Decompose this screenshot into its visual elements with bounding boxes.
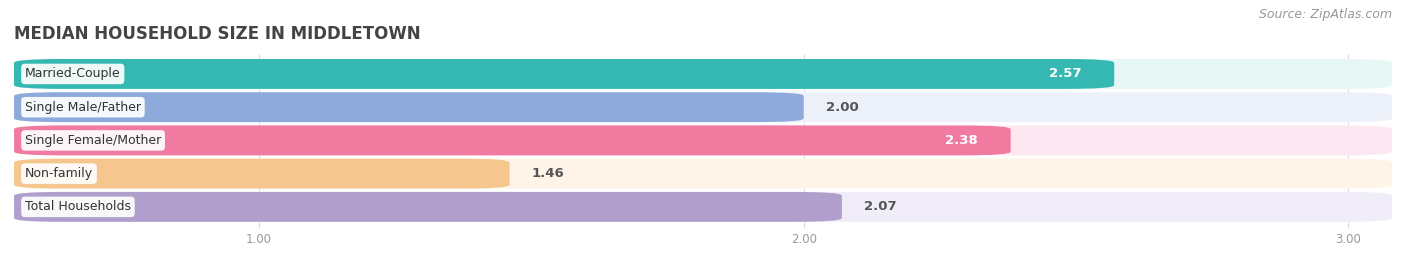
- Text: Single Female/Mother: Single Female/Mother: [25, 134, 162, 147]
- Text: 1.46: 1.46: [531, 167, 564, 180]
- FancyBboxPatch shape: [14, 192, 1392, 222]
- FancyBboxPatch shape: [14, 92, 1392, 122]
- Text: 2.07: 2.07: [863, 200, 896, 213]
- FancyBboxPatch shape: [14, 125, 1011, 155]
- FancyBboxPatch shape: [14, 192, 842, 222]
- Text: Single Male/Father: Single Male/Father: [25, 101, 141, 114]
- Text: 2.57: 2.57: [1049, 68, 1081, 80]
- FancyBboxPatch shape: [14, 92, 804, 122]
- Text: Total Households: Total Households: [25, 200, 131, 213]
- FancyBboxPatch shape: [14, 59, 1392, 89]
- Text: Source: ZipAtlas.com: Source: ZipAtlas.com: [1258, 8, 1392, 21]
- Text: Married-Couple: Married-Couple: [25, 68, 121, 80]
- Text: 2.38: 2.38: [945, 134, 979, 147]
- FancyBboxPatch shape: [14, 159, 1392, 189]
- Text: 2.00: 2.00: [825, 101, 858, 114]
- FancyBboxPatch shape: [14, 59, 1114, 89]
- FancyBboxPatch shape: [14, 125, 1392, 155]
- Text: Non-family: Non-family: [25, 167, 93, 180]
- Text: MEDIAN HOUSEHOLD SIZE IN MIDDLETOWN: MEDIAN HOUSEHOLD SIZE IN MIDDLETOWN: [14, 25, 420, 43]
- FancyBboxPatch shape: [14, 159, 509, 189]
